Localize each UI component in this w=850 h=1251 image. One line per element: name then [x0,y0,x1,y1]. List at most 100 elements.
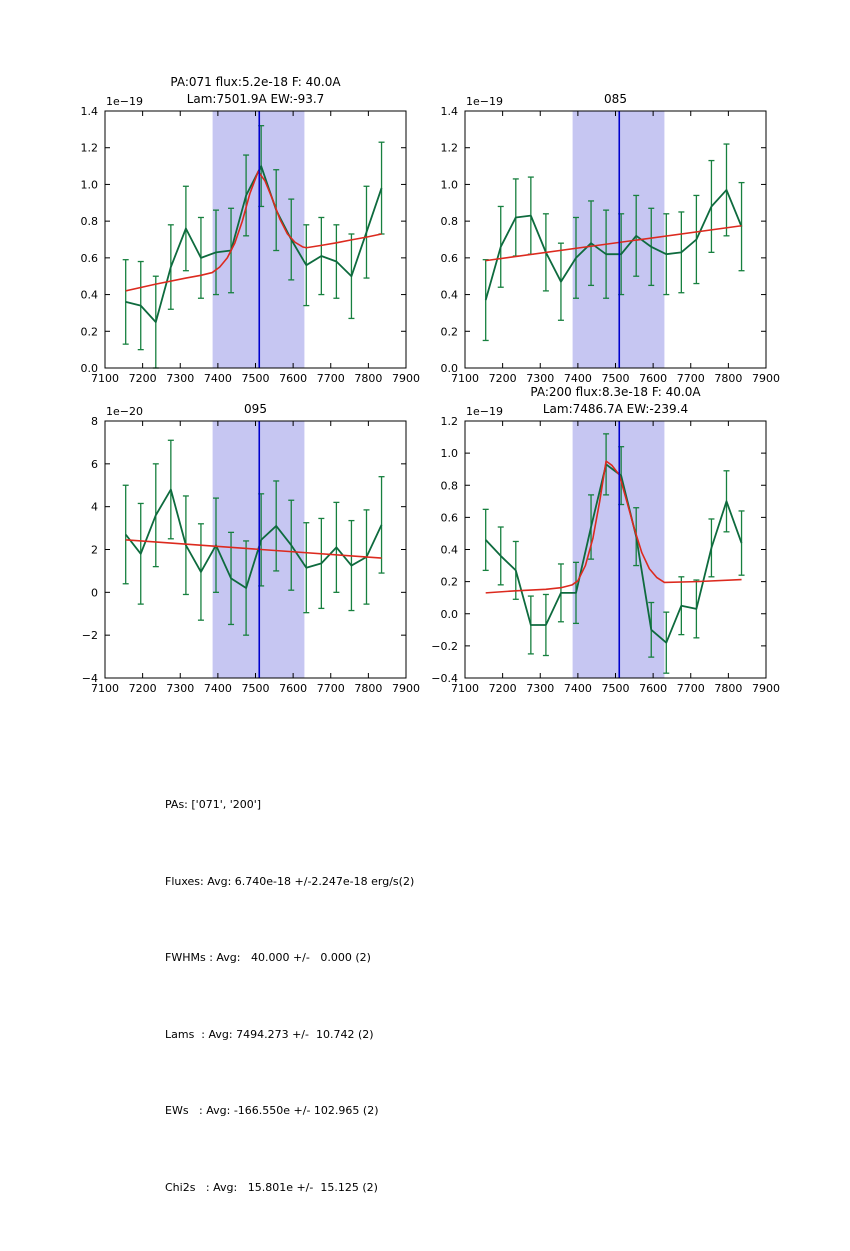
svg-text:1.4: 1.4 [441,105,459,118]
axis-offset-label: 1e−19 [466,405,503,418]
svg-text:7700: 7700 [317,372,345,385]
svg-text:7200: 7200 [129,682,157,695]
svg-text:0: 0 [91,586,98,599]
svg-text:−4: −4 [82,672,98,685]
subplot-title: 095 [244,402,267,416]
axis-tick-labels: 7100 7200 7300 7400 7500 7600 7700 7800 7900 −4 −2… [82,415,420,695]
subplot-085: 7100 7200 7300 7400 7500 7600 7700 7800 7900 0.0 0… [410,66,790,411]
svg-text:7100: 7100 [91,682,119,695]
svg-text:2: 2 [91,544,98,557]
stats-line-ews: EWs : Avg: -166.550e +/- 102.965 (2) [165,1104,379,1117]
spectrum-line [125,165,383,324]
subplot-title: 085 [604,92,627,106]
svg-text:7400: 7400 [564,372,592,385]
svg-text:7800: 7800 [354,682,382,695]
svg-text:7900: 7900 [752,682,780,695]
axis-tick-labels: 7100 7200 7300 7400 7500 7600 7700 7800 7900 −0.4… [431,415,780,695]
svg-text:0.2: 0.2 [441,325,459,338]
svg-text:7900: 7900 [392,682,420,695]
stats-line-pas: PAs: ['071', '200'] [165,798,262,811]
svg-text:7500: 7500 [242,682,270,695]
axis-ticks [104,110,407,369]
svg-text:0.4: 0.4 [441,544,459,557]
subplot-095: 7100 7200 7300 7400 7500 7600 7700 7800 7900 −4 −2… [50,376,430,721]
svg-text:7500: 7500 [602,372,630,385]
svg-text:7900: 7900 [752,372,780,385]
svg-text:0.8: 0.8 [81,215,99,228]
svg-text:−0.4: −0.4 [431,672,458,685]
axis-ticks [104,420,407,679]
chart-svg-095: 7100 7200 7300 7400 7500 7600 7700 7800 7900 −4 −2… [82,402,420,695]
svg-text:−2: −2 [82,629,98,642]
svg-text:7400: 7400 [204,372,232,385]
fit-line [485,460,742,594]
svg-text:0.6: 0.6 [441,511,459,524]
stats-line-lams: Lams : Avg: 7494.273 +/- 10.742 (2) [165,1027,374,1041]
svg-text:1.0: 1.0 [441,178,459,191]
chart-svg-085: 7100 7200 7300 7400 7500 7600 7700 7800 7900 0.0 0… [441,92,781,385]
axis-offset-label: 1e−19 [106,95,143,108]
fit-line [485,224,742,262]
svg-text:7500: 7500 [602,682,630,695]
svg-text:0.6: 0.6 [441,252,459,265]
svg-text:0.4: 0.4 [81,289,99,302]
svg-text:0.8: 0.8 [441,215,459,228]
axis-tick-labels: 7100 7200 7300 7400 7500 7600 7700 7800 7900 0.0 0… [441,105,781,385]
svg-text:0.0: 0.0 [81,362,99,375]
subplot-title: Lam:7501.9A EW:-93.7 [187,92,325,106]
svg-text:7200: 7200 [489,682,517,695]
svg-text:7700: 7700 [677,372,705,385]
svg-text:0.2: 0.2 [81,325,99,338]
fit-line [125,539,382,559]
figure-canvas: 7100 7200 7300 7400 7500 7600 7700 7800 7900 0.0 0… [50,66,790,1194]
svg-text:0.4: 0.4 [441,289,459,302]
spectrum-line [484,189,743,301]
subplot-title: PA:200 flux:8.3e-18 F: 40.0A [530,385,701,399]
svg-text:7600: 7600 [639,682,667,695]
svg-text:0.6: 0.6 [81,252,99,265]
svg-text:7800: 7800 [354,372,382,385]
chart-svg-pa071: 7100 7200 7300 7400 7500 7600 7700 7800 7900 0.0 0… [81,75,421,385]
axis-ticks [464,110,767,369]
spectrum-line [485,463,743,644]
svg-text:7200: 7200 [129,372,157,385]
subplot-pa071: 7100 7200 7300 7400 7500 7600 7700 7800 7900 0.0 0… [50,66,430,411]
svg-text:7500: 7500 [242,372,270,385]
svg-text:7600: 7600 [279,682,307,695]
svg-text:1.0: 1.0 [81,178,99,191]
svg-text:0.0: 0.0 [441,608,459,621]
subplot-pa200: 7100 7200 7300 7400 7500 7600 7700 7800 7900 −0.4… [410,376,790,721]
subplot-title: Lam:7486.7A EW:-239.4 [543,402,688,416]
stats-line-chi2s: Chi2s : Avg: 15.801e +/- 15.125 (2) [165,1180,378,1194]
subplot-title: PA:071 flux:5.2e-18 F: 40.0A [170,75,341,89]
chart-svg-pa200: 7100 7200 7300 7400 7500 7600 7700 7800 7900 −0.4… [431,385,780,695]
axis-offset-label: 1e−20 [106,405,143,418]
svg-text:4: 4 [91,501,98,514]
svg-text:1.2: 1.2 [441,415,459,428]
svg-text:1.2: 1.2 [441,142,459,155]
svg-text:8: 8 [91,415,98,428]
svg-text:0.2: 0.2 [441,576,459,589]
svg-text:1.2: 1.2 [81,142,99,155]
stats-line-fwhms: FWHMs : Avg: 40.000 +/- 0.000 (2) [165,951,371,964]
svg-text:7600: 7600 [279,372,307,385]
svg-text:0.8: 0.8 [441,479,459,492]
svg-text:7300: 7300 [166,372,194,385]
svg-text:7300: 7300 [526,372,554,385]
svg-text:7100: 7100 [91,372,119,385]
spectrum-line [124,488,383,589]
axis-ticks [464,420,767,679]
svg-text:7900: 7900 [392,372,420,385]
svg-text:1.0: 1.0 [441,447,459,460]
axis-offset-label: 1e−19 [466,95,503,108]
svg-text:7200: 7200 [489,372,517,385]
stats-block: PAs: ['071', '200'] Fluxes: Avg: 6.740e-… [165,741,414,1251]
svg-text:7100: 7100 [451,682,479,695]
svg-text:7100: 7100 [451,372,479,385]
svg-text:7300: 7300 [526,682,554,695]
svg-text:6: 6 [91,458,98,471]
svg-text:7800: 7800 [714,372,742,385]
svg-text:7700: 7700 [677,682,705,695]
svg-text:7300: 7300 [166,682,194,695]
svg-text:7700: 7700 [317,682,345,695]
